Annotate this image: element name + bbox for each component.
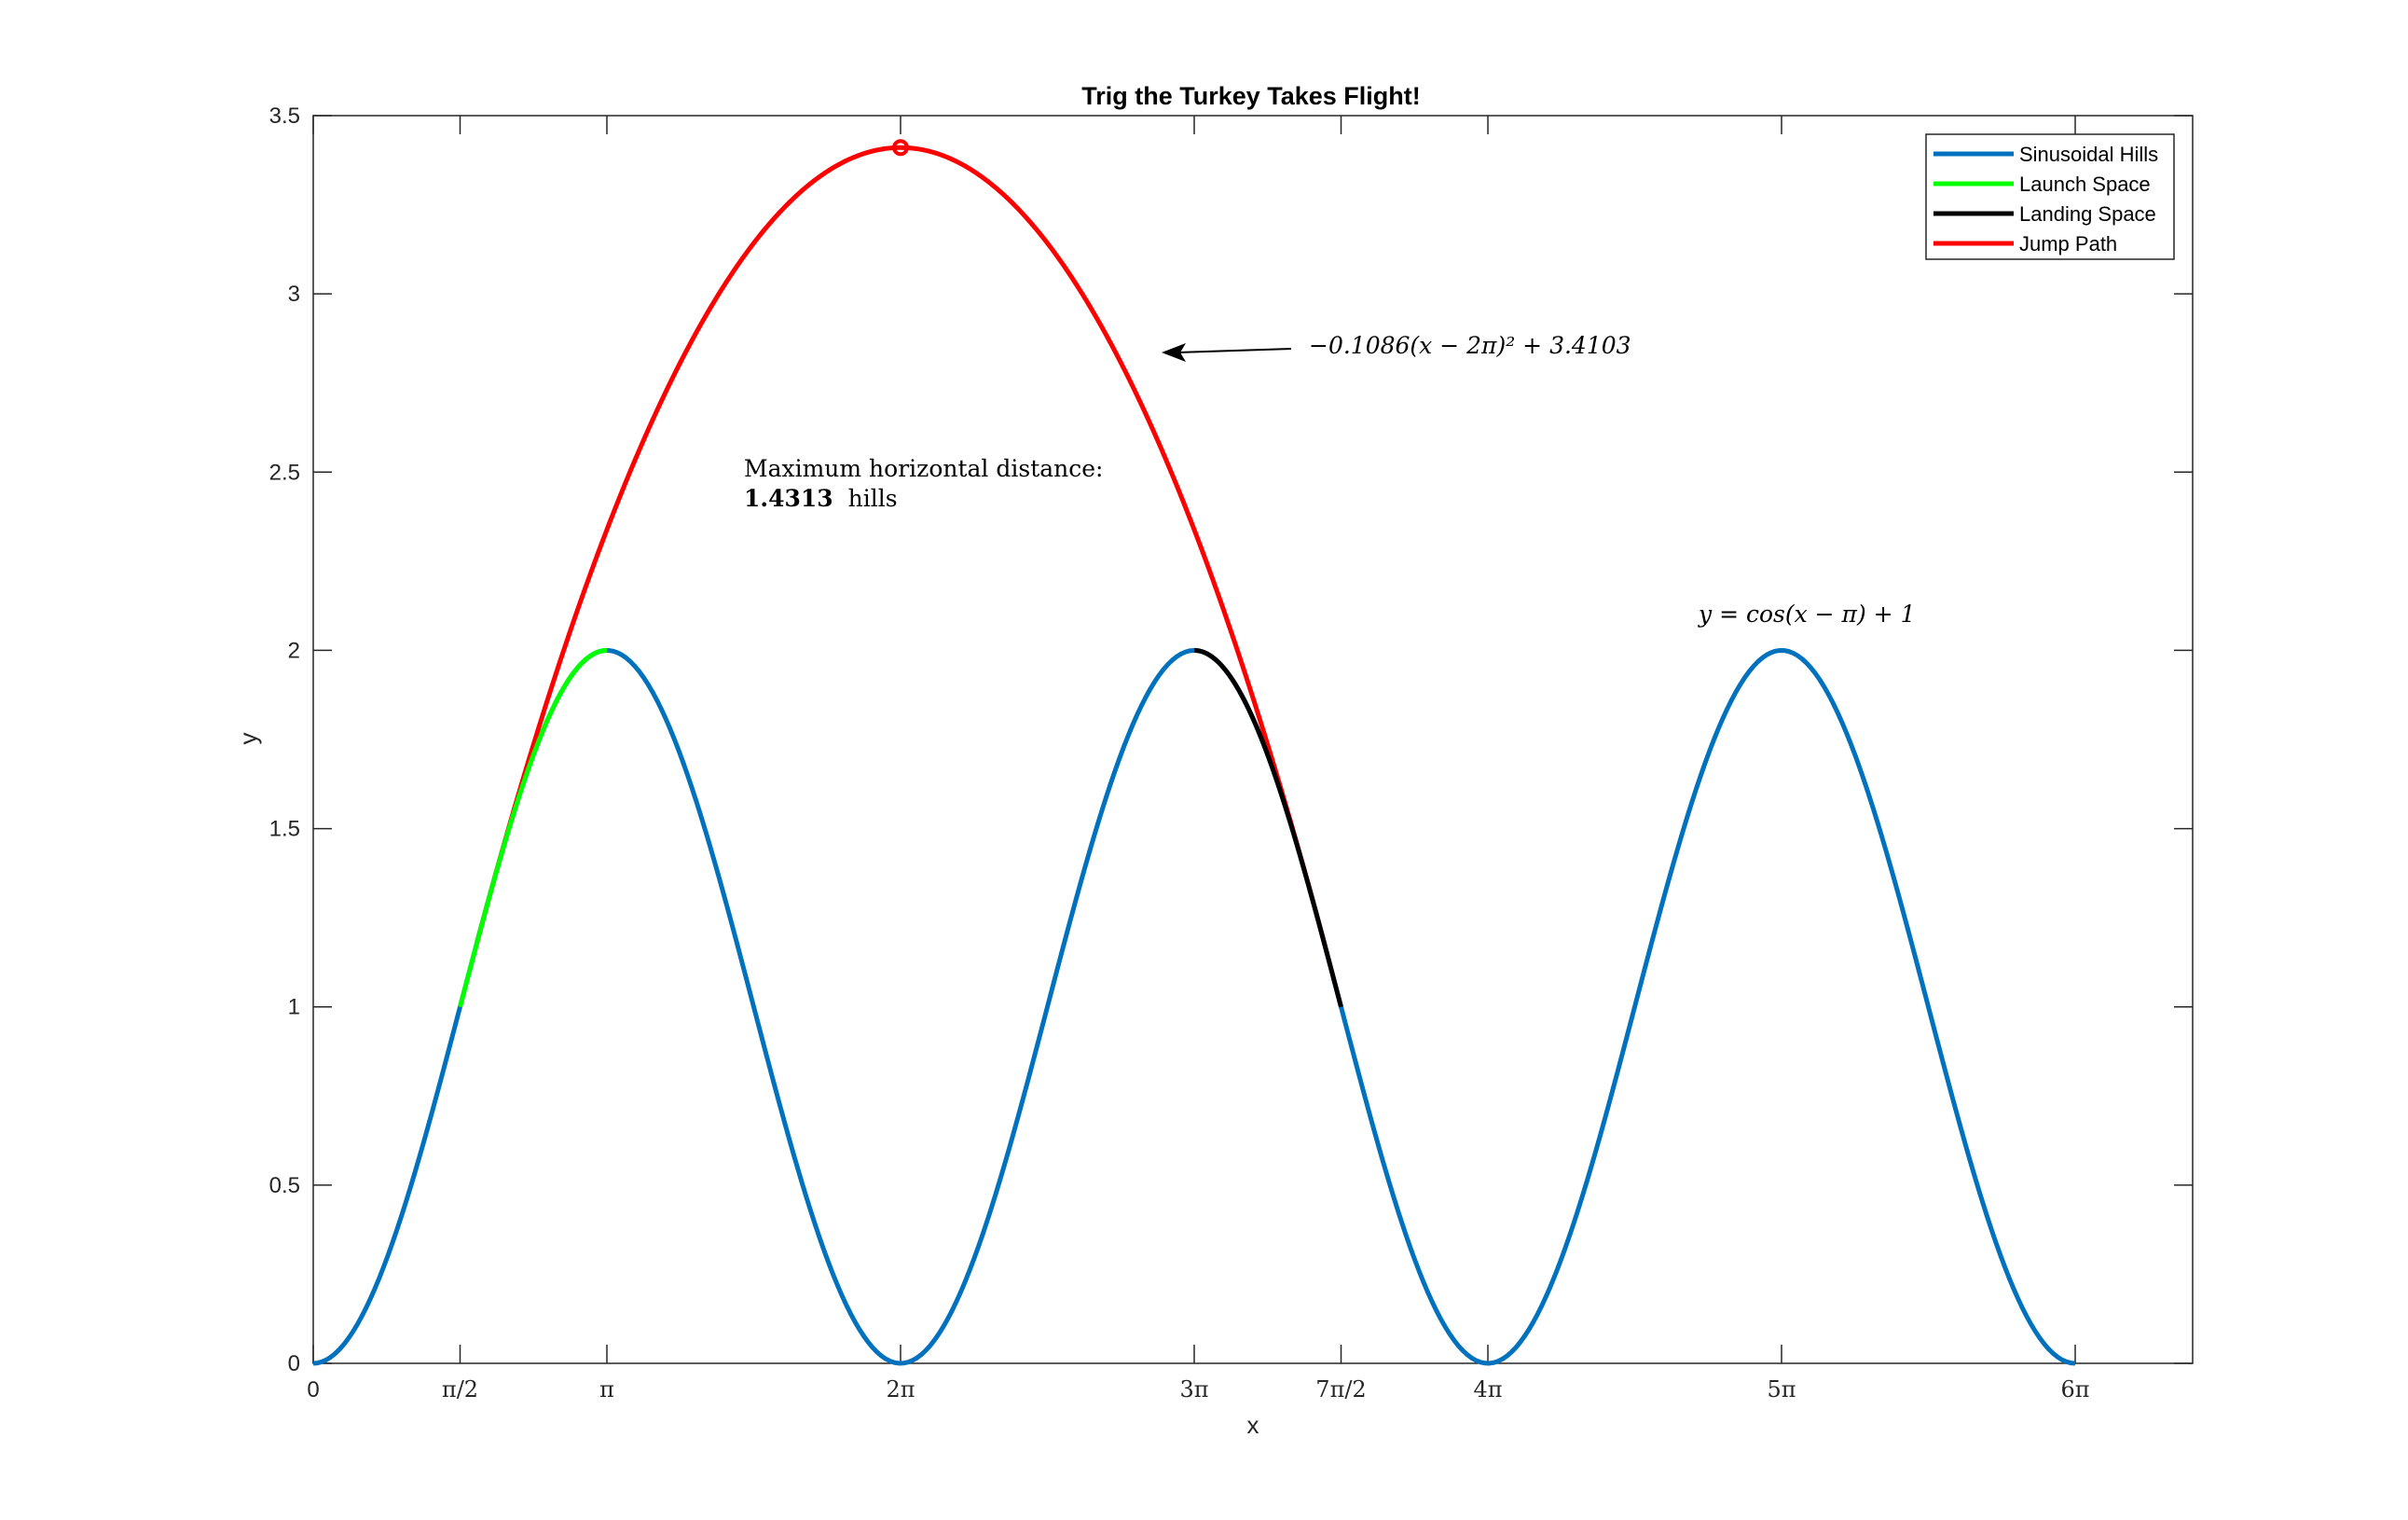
plot-area — [312, 115, 2194, 1364]
y-tick-label: 2 — [288, 638, 300, 663]
legend-label-3: Jump Path — [2019, 232, 2117, 256]
vertex-marker — [892, 139, 910, 157]
hill-equation-annotation: y = cos(x − π) + 1 — [1698, 601, 1915, 628]
distance-value: 1.4313 — [744, 485, 833, 512]
y-tick-label: 1.5 — [269, 817, 300, 842]
x-tick-label: 7π/2 — [1315, 1376, 1366, 1403]
x-tick-label: 3π — [1179, 1376, 1208, 1403]
chart-title: Trig the Turkey Takes Flight! — [1081, 82, 1421, 110]
axis-ticks — [312, 115, 2193, 1364]
x-tick-label: 0 — [307, 1377, 319, 1403]
distance-unit: hills — [848, 485, 898, 512]
series-line-3 — [475, 145, 1328, 946]
x-tick-label: π — [599, 1376, 614, 1403]
x-tick-label: 2π — [886, 1376, 915, 1403]
y-tick-label: 1 — [288, 995, 300, 1020]
legend: Sinusoidal Hills Launch Space Landing Spac… — [1925, 133, 2175, 260]
y-tick-label: 0 — [288, 1351, 300, 1376]
x-tick-label: 5π — [1767, 1376, 1796, 1403]
y-tick-label: 0.5 — [269, 1173, 300, 1198]
series-line-2 — [1191, 647, 1343, 1008]
y-axis-label: y — [234, 733, 262, 745]
series-line-1 — [458, 647, 610, 1008]
distance-annotation-line1: Maximum horizontal distance: — [744, 455, 1103, 482]
legend-label-0: Sinusoidal Hills — [2019, 143, 2158, 166]
y-tick-label: 3.5 — [269, 104, 300, 129]
x-tick-label: π/2 — [442, 1376, 478, 1403]
axis-tick-labels: 0 π/2 π 2π 3π 7π/2 4π 5π 6π 0 0.5 1 1.5 2 2.5 3 3.5 — [269, 104, 2090, 1403]
x-tick-label: 4π — [1473, 1376, 1502, 1403]
series-layer — [312, 145, 2076, 1366]
legend-items: Sinusoidal Hills Launch Space Landing Spac… — [1933, 143, 2158, 256]
y-tick-label: 3 — [288, 282, 300, 307]
x-axis-label: x — [1247, 1411, 1259, 1439]
distance-annotation-line2: 1.4313 hills — [744, 485, 898, 512]
legend-label-1: Launch Space — [2019, 173, 2151, 196]
jump-equation-annotation: −0.1086(x − 2π)² + 3.4103 — [1309, 332, 1631, 359]
y-tick-label: 2.5 — [269, 460, 300, 485]
x-tick-label: 6π — [2060, 1376, 2089, 1403]
legend-label-2: Landing Space — [2019, 202, 2156, 226]
annotation-arrow — [1162, 343, 1292, 362]
